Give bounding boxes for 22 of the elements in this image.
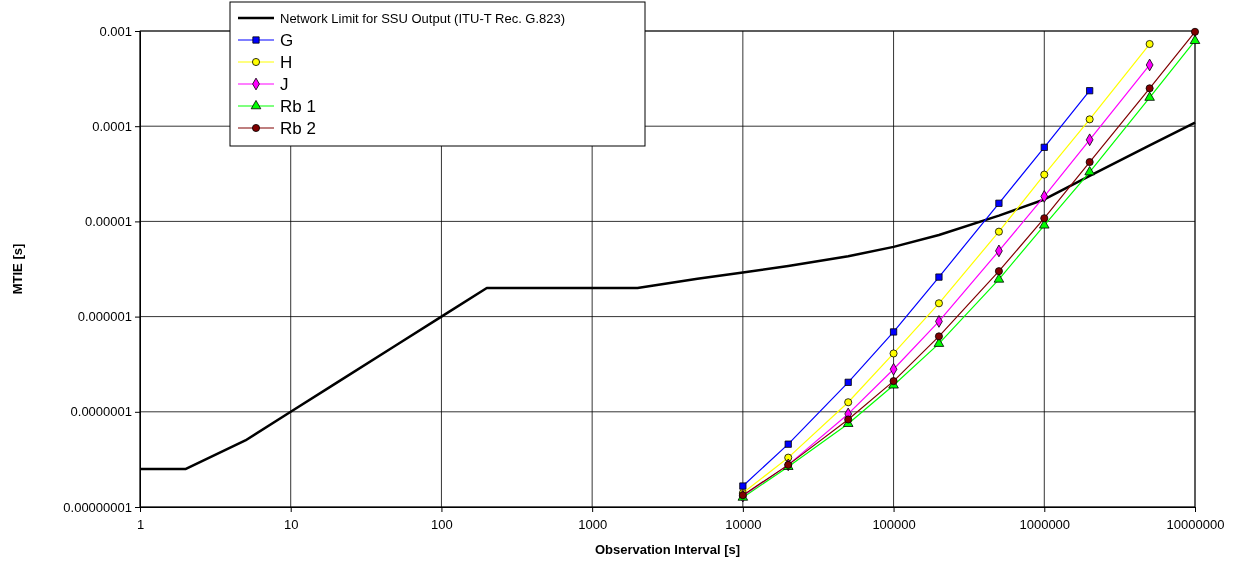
x-tick-label: 100 — [431, 517, 453, 533]
y-axis-title: MTIE [s] — [10, 243, 25, 295]
x-tick-label: 10000 — [725, 517, 762, 533]
x-axis-title: Observation Interval [s] — [594, 542, 741, 557]
legend-label: G — [280, 30, 294, 50]
legend-label: Rb 1 — [280, 96, 316, 116]
legend-label: J — [280, 74, 289, 94]
y-tick-label: 0.0000001 — [70, 404, 132, 420]
y-tick-label: 0.00000001 — [63, 499, 132, 515]
legend-label: H — [280, 52, 293, 72]
x-tick-label: 1 — [136, 517, 145, 533]
y-tick-label: 0.000001 — [77, 309, 132, 325]
x-tick-label: 1000 — [578, 517, 608, 533]
x-tick-label: 10000000 — [1166, 517, 1225, 533]
y-tick-label: 0.00001 — [85, 214, 132, 230]
x-tick-label: 10 — [283, 517, 299, 533]
legend-label: Network Limit for SSU Output (ITU-T Rec. G.823) — [280, 10, 566, 26]
x-tick-label: 100000 — [872, 517, 916, 533]
y-tick-label: 0.001 — [99, 23, 132, 39]
legend-label: Rb 2 — [280, 118, 316, 138]
y-tick-label: 0.0001 — [92, 118, 132, 134]
x-tick-label: 1000000 — [1019, 517, 1071, 533]
